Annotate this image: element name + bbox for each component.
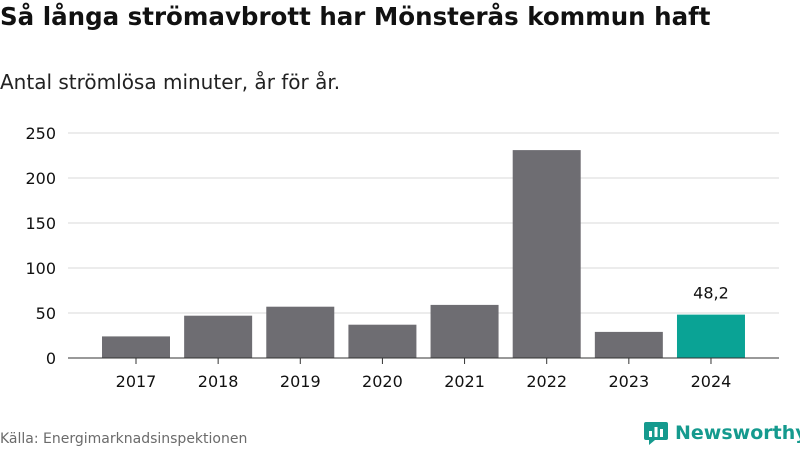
gridlines [68,132,779,314]
x-tick-label: 2023 [608,372,649,391]
y-tick-label: 250 [25,124,56,143]
annotations: 48,2 [693,284,729,303]
brand-logo: Newsworthy [643,420,800,446]
y-axis-tick-labels: 0 50 100 150 200 250 [25,124,56,368]
bar-2018 [184,315,253,358]
x-tick-label: 2021 [444,372,485,391]
x-axis-tick-labels: 2017 2018 2019 2020 2021 2022 2023 2024 [116,372,732,391]
y-tick-label: 100 [25,259,56,278]
x-tick-label: 2019 [280,372,321,391]
bar-2017 [102,336,170,358]
y-tick-label: 150 [25,214,56,233]
chart-subtitle: Antal strömlösa minuter, år för år. [0,70,341,94]
chart-title: Så långa strömavbrott har Mönsterås komm… [0,2,711,31]
x-axis-ticks [135,358,712,364]
y-tick-label: 50 [36,304,56,323]
x-tick-label: 2017 [116,372,157,391]
x-tick-label: 2020 [362,372,403,391]
bar-chart: 0 50 100 150 200 250 2017 2018 2019 2020 2021 2022… [25,124,779,391]
y-tick-label: 200 [25,169,56,188]
bar-2019 [266,306,335,358]
x-tick-label: 2018 [198,372,239,391]
bar-2024 [676,314,745,358]
bar-2022 [512,150,581,358]
bar-2021 [430,304,499,358]
bars [102,150,745,358]
source-credit: Källa: Energimarknadsinspektionen [0,431,248,447]
y-tick-label: 0 [46,349,56,368]
bar-2020 [348,324,417,358]
x-tick-label: 2022 [526,372,567,391]
data-label-2024: 48,2 [693,284,729,303]
x-tick-label: 2024 [691,372,732,391]
brand-name: Newsworthy [675,422,800,444]
bar-2023 [594,331,663,358]
newsworthy-logo-icon [644,422,668,445]
